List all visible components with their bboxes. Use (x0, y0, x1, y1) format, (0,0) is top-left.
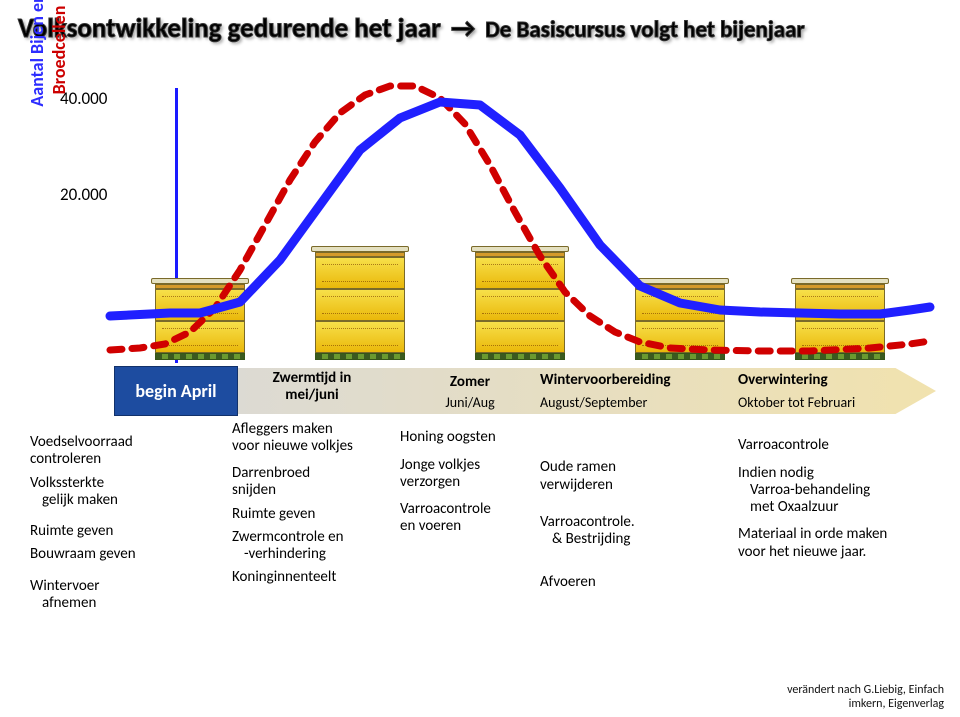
c3l1: Honing oogsten (400, 429, 540, 446)
c2l3: Darrenbroed (232, 464, 310, 482)
c1l3: Volkssterkte (30, 474, 104, 492)
col-zwermtijd: Zwermtijd in mei/juni Afleggers maken vo… (232, 370, 392, 593)
c4l2: verwijderen (540, 476, 613, 494)
c5l2: Indien nodig (738, 464, 814, 482)
c4l3: Varroacontrole. (540, 513, 635, 531)
timeline: begin April Voedselvoorraad controleren … (30, 368, 940, 698)
yaxis-line2: Broedcellen (48, 0, 70, 140)
title-main: Volksontwikkeling gedurende het jaar (18, 12, 441, 45)
c2l1: Afleggers maken (232, 420, 333, 438)
c1l8: afnemen (42, 594, 96, 612)
c1l6: Bouwraam geven (30, 546, 180, 563)
col-voedselvoorraad: Voedselvoorraad controleren Volkssterkte… (30, 434, 180, 618)
c4h2: August/September (540, 395, 720, 411)
c3l5: en voeren (400, 517, 461, 535)
c2h2: mei/juni (285, 386, 339, 404)
c1l7: Wintervoer (30, 577, 99, 595)
c1l4: gelijk maken (42, 491, 118, 509)
col-wintervoorbereiding: Wintervoorbereiding August/September Oud… (540, 372, 720, 598)
c4l4: & Bestrijding (552, 530, 631, 548)
c5l4: met Oxaalzuur (750, 498, 839, 516)
y-axis-label: Aantal Bijen en Broedcellen (26, 0, 70, 140)
begin-april-block: begin April (114, 366, 238, 416)
tick-20000: 20.000 (60, 184, 107, 205)
credit-line2: imkern, Eigenverlag (849, 697, 944, 711)
c1l2: controleren (30, 450, 101, 468)
title-arrow: → (451, 12, 475, 45)
slide-title: Volksontwikkeling gedurende het jaar → D… (18, 12, 942, 45)
c5l3: Varroa-behandeling (750, 481, 870, 499)
c4l1: Oude ramen (540, 458, 616, 476)
c2h1: Zwermtijd in (273, 369, 352, 387)
c5h1: Overwintering (738, 372, 938, 389)
c2l2: voor nieuwe volkjes (232, 437, 353, 455)
c5h2: Oktober tot Februari (738, 395, 938, 411)
col-zomer: Zomer Juni/Aug Honing oogsten Jonge volk… (400, 374, 540, 542)
col-overwintering: Overwintering Oktober tot Februari Varro… (738, 372, 938, 567)
population-curves (110, 80, 930, 370)
c3h2: Juni/Aug (400, 395, 540, 411)
c1l1: Voedselvoorraad (30, 433, 133, 451)
c5l5: Materiaal in orde maken (738, 525, 887, 543)
title-sub: De Basiscursus volgt het bijenjaar (485, 16, 804, 44)
c3l2: Jonge volkjes (400, 456, 480, 474)
bees-curve (110, 102, 930, 316)
c3h1: Zomer (450, 373, 490, 391)
c4l5: Afvoeren (540, 574, 720, 591)
c1l5: Ruimte geven (30, 523, 180, 540)
c3l3: verzorgen (400, 473, 460, 491)
c2l8: Koninginnenteelt (232, 569, 392, 586)
c4h1: Wintervoorbereiding (540, 372, 720, 389)
yaxis-line1: Aantal Bijen en (26, 0, 48, 140)
c2l5: Ruimte geven (232, 506, 392, 523)
c2l4: snijden (232, 481, 276, 499)
c3l4: Varroacontrole (400, 500, 491, 518)
c5l1: Varroacontrole (738, 437, 938, 454)
tick-40000: 40.000 (60, 88, 107, 109)
c2l7: -verhindering (244, 545, 326, 563)
footnote: verändert nach G.Liebig, Einfach imkern,… (787, 683, 944, 711)
credit-line1: verändert nach G.Liebig, Einfach (787, 683, 944, 697)
c5l6: voor het nieuwe jaar. (738, 543, 866, 561)
c2l6: Zwermcontrole en (232, 528, 343, 546)
